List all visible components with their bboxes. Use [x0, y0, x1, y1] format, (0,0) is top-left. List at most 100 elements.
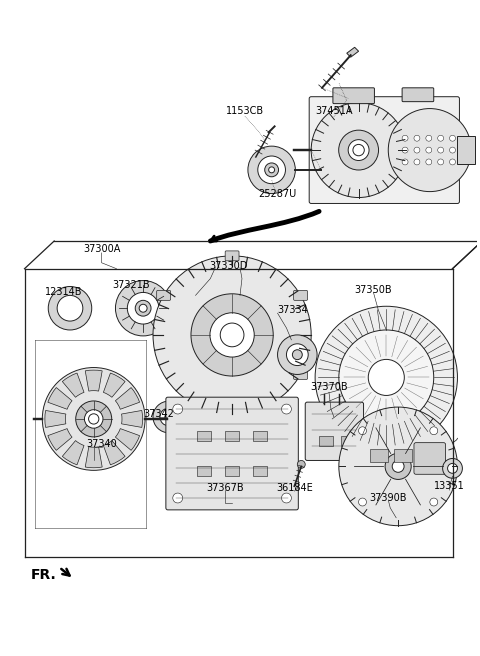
Circle shape [430, 498, 438, 506]
Circle shape [339, 330, 434, 425]
Circle shape [281, 493, 291, 503]
Circle shape [339, 407, 457, 525]
Wedge shape [48, 428, 72, 450]
Text: 37342: 37342 [144, 409, 174, 419]
Wedge shape [45, 411, 66, 428]
Wedge shape [103, 441, 125, 465]
Circle shape [426, 159, 432, 165]
Circle shape [414, 147, 420, 153]
Circle shape [248, 146, 295, 194]
Circle shape [173, 404, 183, 414]
Wedge shape [103, 373, 125, 398]
Bar [319, 436, 333, 445]
Circle shape [139, 304, 147, 312]
Bar [197, 431, 211, 441]
Circle shape [297, 461, 305, 468]
Circle shape [402, 159, 408, 165]
Circle shape [135, 300, 151, 316]
Circle shape [287, 344, 308, 365]
FancyBboxPatch shape [414, 443, 445, 474]
Circle shape [127, 293, 159, 324]
Circle shape [292, 350, 302, 359]
FancyBboxPatch shape [166, 397, 298, 510]
Circle shape [281, 404, 291, 414]
Circle shape [450, 159, 456, 165]
Wedge shape [115, 388, 140, 409]
FancyBboxPatch shape [225, 251, 239, 261]
Circle shape [388, 109, 471, 192]
Text: 37367B: 37367B [206, 483, 244, 493]
Circle shape [89, 414, 99, 424]
FancyBboxPatch shape [225, 409, 239, 419]
Wedge shape [62, 373, 84, 398]
Circle shape [277, 335, 317, 375]
Bar [253, 466, 267, 476]
Circle shape [447, 463, 457, 473]
FancyBboxPatch shape [294, 369, 308, 379]
Circle shape [359, 427, 366, 435]
Circle shape [315, 306, 457, 449]
Text: 37321B: 37321B [112, 281, 150, 291]
Text: 25287U: 25287U [258, 188, 297, 199]
Circle shape [438, 135, 444, 141]
Text: 13351: 13351 [434, 481, 465, 491]
Text: 12314B: 12314B [45, 287, 83, 297]
Bar [253, 431, 267, 441]
Text: 37340: 37340 [86, 439, 117, 449]
FancyBboxPatch shape [309, 96, 459, 203]
Text: 37334: 37334 [277, 305, 308, 316]
Circle shape [443, 459, 462, 478]
Bar [225, 431, 239, 441]
Circle shape [402, 147, 408, 153]
Circle shape [402, 135, 408, 141]
Circle shape [153, 256, 311, 414]
Text: 37300A: 37300A [83, 244, 120, 254]
Bar [394, 449, 412, 462]
Circle shape [359, 498, 366, 506]
Text: 37451A: 37451A [315, 106, 353, 115]
FancyBboxPatch shape [156, 291, 170, 300]
Wedge shape [115, 428, 140, 450]
Circle shape [165, 413, 173, 421]
FancyBboxPatch shape [402, 88, 434, 102]
Circle shape [368, 359, 404, 396]
Bar [457, 136, 475, 164]
Circle shape [160, 408, 178, 426]
FancyBboxPatch shape [294, 291, 308, 300]
Circle shape [426, 135, 432, 141]
Circle shape [392, 461, 404, 472]
Circle shape [173, 493, 183, 503]
FancyBboxPatch shape [305, 402, 363, 461]
Polygon shape [347, 47, 359, 57]
Bar [371, 449, 388, 462]
Circle shape [191, 294, 273, 376]
Wedge shape [85, 370, 102, 391]
Circle shape [353, 144, 364, 155]
Circle shape [426, 147, 432, 153]
Circle shape [385, 453, 411, 480]
Circle shape [414, 159, 420, 165]
Circle shape [210, 313, 254, 357]
Circle shape [220, 323, 244, 347]
Circle shape [339, 130, 379, 170]
Circle shape [311, 102, 406, 197]
Circle shape [269, 167, 275, 173]
Circle shape [116, 281, 171, 336]
Text: 1153CB: 1153CB [226, 106, 264, 115]
Circle shape [348, 140, 369, 161]
Text: 37390B: 37390B [370, 493, 407, 503]
Circle shape [264, 163, 278, 176]
Circle shape [438, 159, 444, 165]
Text: 36184E: 36184E [276, 483, 313, 493]
Circle shape [414, 135, 420, 141]
Wedge shape [121, 411, 143, 428]
FancyBboxPatch shape [333, 88, 374, 104]
Circle shape [42, 367, 145, 470]
Wedge shape [85, 447, 102, 468]
Circle shape [76, 401, 112, 437]
Wedge shape [62, 441, 84, 465]
Text: FR.: FR. [30, 568, 56, 582]
Circle shape [430, 427, 438, 435]
Text: 37370B: 37370B [310, 382, 348, 392]
Bar [341, 436, 355, 445]
